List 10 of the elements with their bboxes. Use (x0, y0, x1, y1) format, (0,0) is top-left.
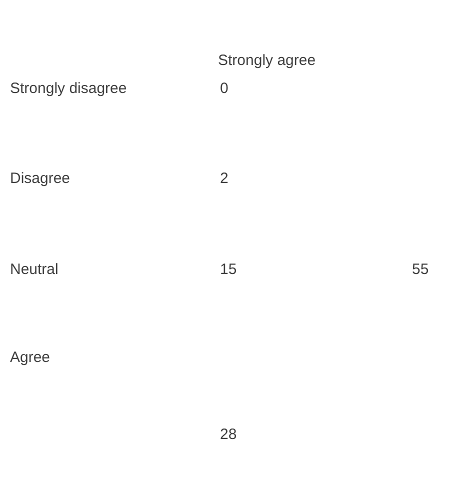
data-label: 28 (220, 426, 237, 443)
category-label: Strongly disagree (10, 80, 127, 97)
category-label: Agree (10, 349, 50, 366)
data-label: 0 (220, 80, 228, 97)
data-label: 2 (220, 170, 228, 187)
data-label: 55 (412, 261, 429, 278)
category-label: Disagree (10, 170, 70, 187)
category-label: Strongly agree (218, 52, 316, 69)
data-label: 15 (220, 261, 237, 278)
category-label: Neutral (10, 261, 58, 278)
